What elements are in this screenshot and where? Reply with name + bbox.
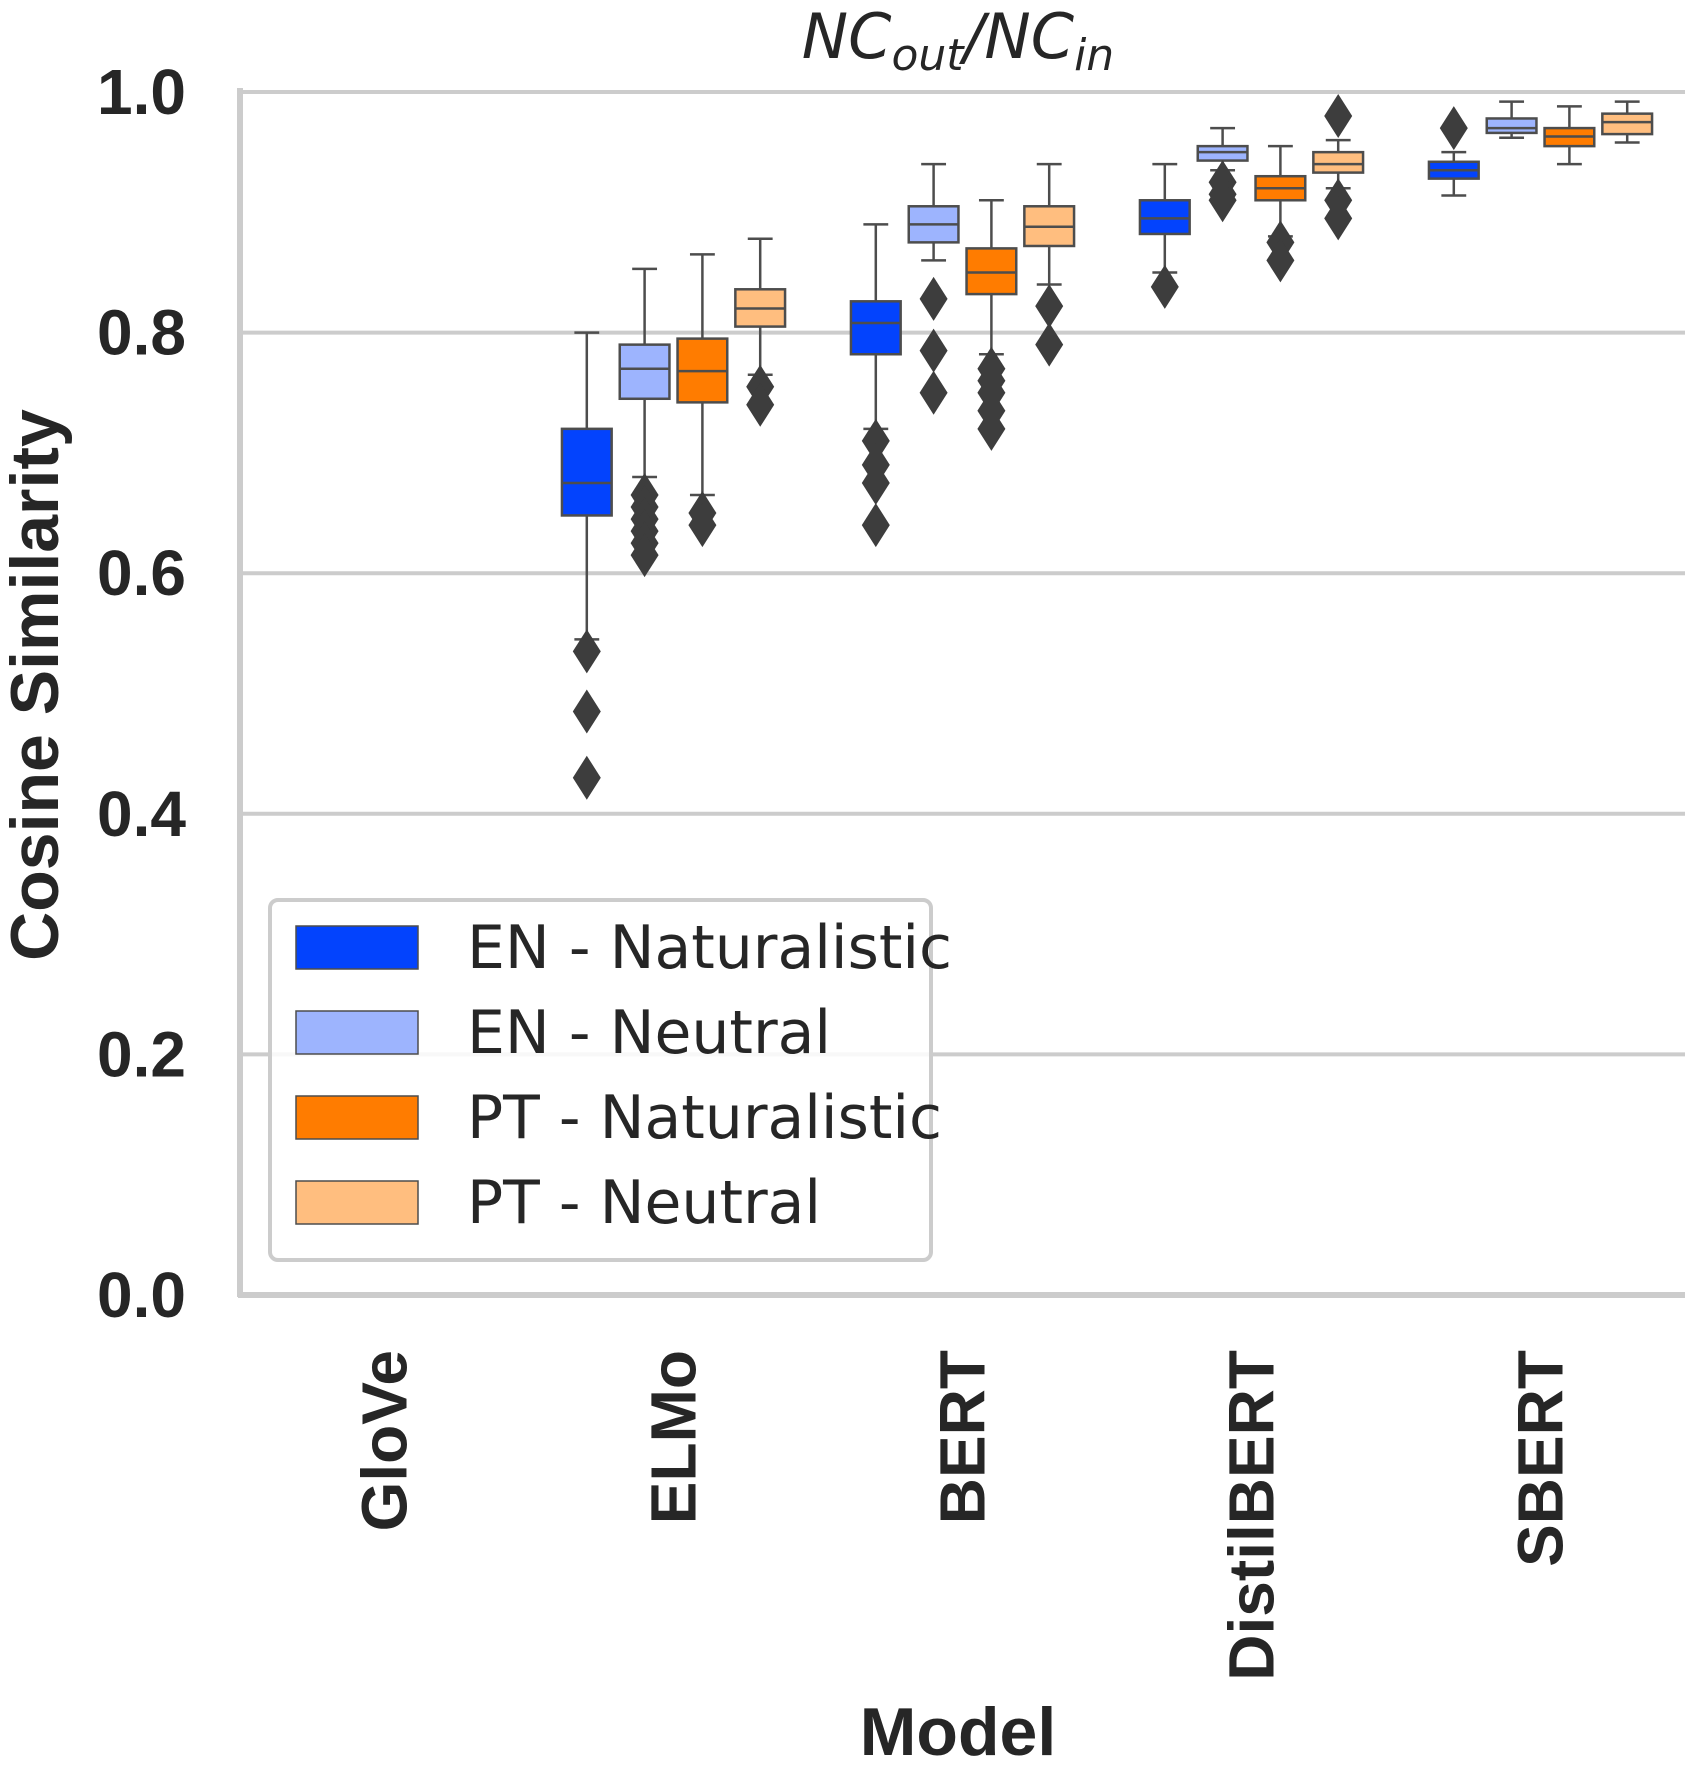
- legend-swatch: [295, 1180, 419, 1225]
- box-body: [560, 427, 613, 517]
- outlier-marker: [572, 689, 601, 734]
- outlier-marker: [1324, 196, 1353, 241]
- outlier-marker: [919, 370, 948, 415]
- outlier-marker: [1035, 322, 1064, 367]
- box-2-3: [1254, 144, 1307, 283]
- legend-swatch: [295, 925, 419, 970]
- box-body: [849, 300, 902, 356]
- x-tick-label: DistilBERT: [1216, 1350, 1288, 1681]
- axes: [237, 88, 1685, 1298]
- legend-frame: [268, 898, 933, 1262]
- box-body: [1485, 117, 1538, 135]
- x-tick-label: BERT: [927, 1350, 999, 1524]
- outlier-marker: [977, 406, 1006, 451]
- outlier-marker: [919, 328, 948, 373]
- box-0-2: [849, 223, 902, 548]
- outlier-marker: [861, 503, 890, 548]
- box-plot-marks: [560, 94, 1654, 800]
- legend-label: EN - Naturalistic: [467, 913, 952, 983]
- outlier-marker: [746, 382, 775, 427]
- outlier-marker: [861, 460, 890, 505]
- legend-label: PT - Naturalistic: [467, 1083, 942, 1153]
- box-1-2: [907, 162, 960, 415]
- box-2-2: [965, 199, 1018, 451]
- outlier-marker: [1208, 178, 1237, 223]
- y-tick-label: 0.6: [97, 537, 186, 609]
- y-tick-labels: 0.0 0.2 0.4 0.6 0.8 1.0: [97, 56, 186, 1331]
- outlier-marker: [1266, 238, 1295, 283]
- legend-swatch: [295, 1095, 419, 1140]
- outlier-marker: [572, 755, 601, 800]
- box-1-4: [1485, 100, 1538, 139]
- x-axis-label: Model: [860, 1694, 1056, 1765]
- x-tick-labels: GloVe ELMo BERT DistilBERT SBERT: [349, 1350, 1577, 1681]
- outlier-marker: [1035, 284, 1064, 329]
- x-tick-label: ELMo: [638, 1350, 710, 1524]
- box-0-1: [560, 331, 613, 800]
- outlier-marker: [1150, 264, 1179, 309]
- box-1-1: [618, 267, 671, 578]
- box-0-4: [1427, 106, 1480, 197]
- outlier-marker: [630, 533, 659, 578]
- outlier-marker: [572, 629, 601, 674]
- box-2-4: [1543, 105, 1596, 166]
- box-body: [1601, 112, 1654, 136]
- y-tick-label: 0.2: [97, 1018, 186, 1090]
- x-tick-label: GloVe: [349, 1350, 421, 1531]
- box-3-3: [1312, 94, 1365, 241]
- grid-lines: [240, 90, 1685, 1057]
- y-tick-label: 0.8: [97, 297, 186, 369]
- outlier-marker: [688, 503, 717, 548]
- box-3-4: [1601, 100, 1654, 144]
- outlier-marker: [1439, 106, 1468, 151]
- chart-title: NCout/NCin: [802, 0, 1114, 81]
- legend: EN - Naturalistic EN - Neutral PT - Natura…: [268, 898, 952, 1262]
- legend-label: PT - Neutral: [467, 1168, 821, 1238]
- box-0-3: [1138, 162, 1191, 309]
- box-body: [1312, 150, 1365, 174]
- y-tick-label: 0.0: [97, 1259, 186, 1331]
- legend-label: EN - Neutral: [467, 998, 831, 1068]
- y-tick-label: 0.4: [97, 778, 186, 850]
- box-body: [618, 343, 671, 401]
- legend-swatch: [295, 1010, 419, 1055]
- outlier-marker: [861, 418, 890, 463]
- y-axis-label: Cosine Similarity: [0, 409, 73, 961]
- y-tick-label: 1.0: [97, 56, 186, 128]
- box-1-3: [1196, 126, 1249, 223]
- x-tick-label: SBERT: [1505, 1350, 1577, 1567]
- box-3-2: [1023, 162, 1076, 367]
- box-2-1: [676, 253, 729, 548]
- legend-items: EN - Naturalistic EN - Neutral PT - Natura…: [295, 913, 952, 1238]
- outlier-marker: [1324, 94, 1353, 139]
- box-3-1: [734, 237, 787, 427]
- outlier-marker: [919, 276, 948, 321]
